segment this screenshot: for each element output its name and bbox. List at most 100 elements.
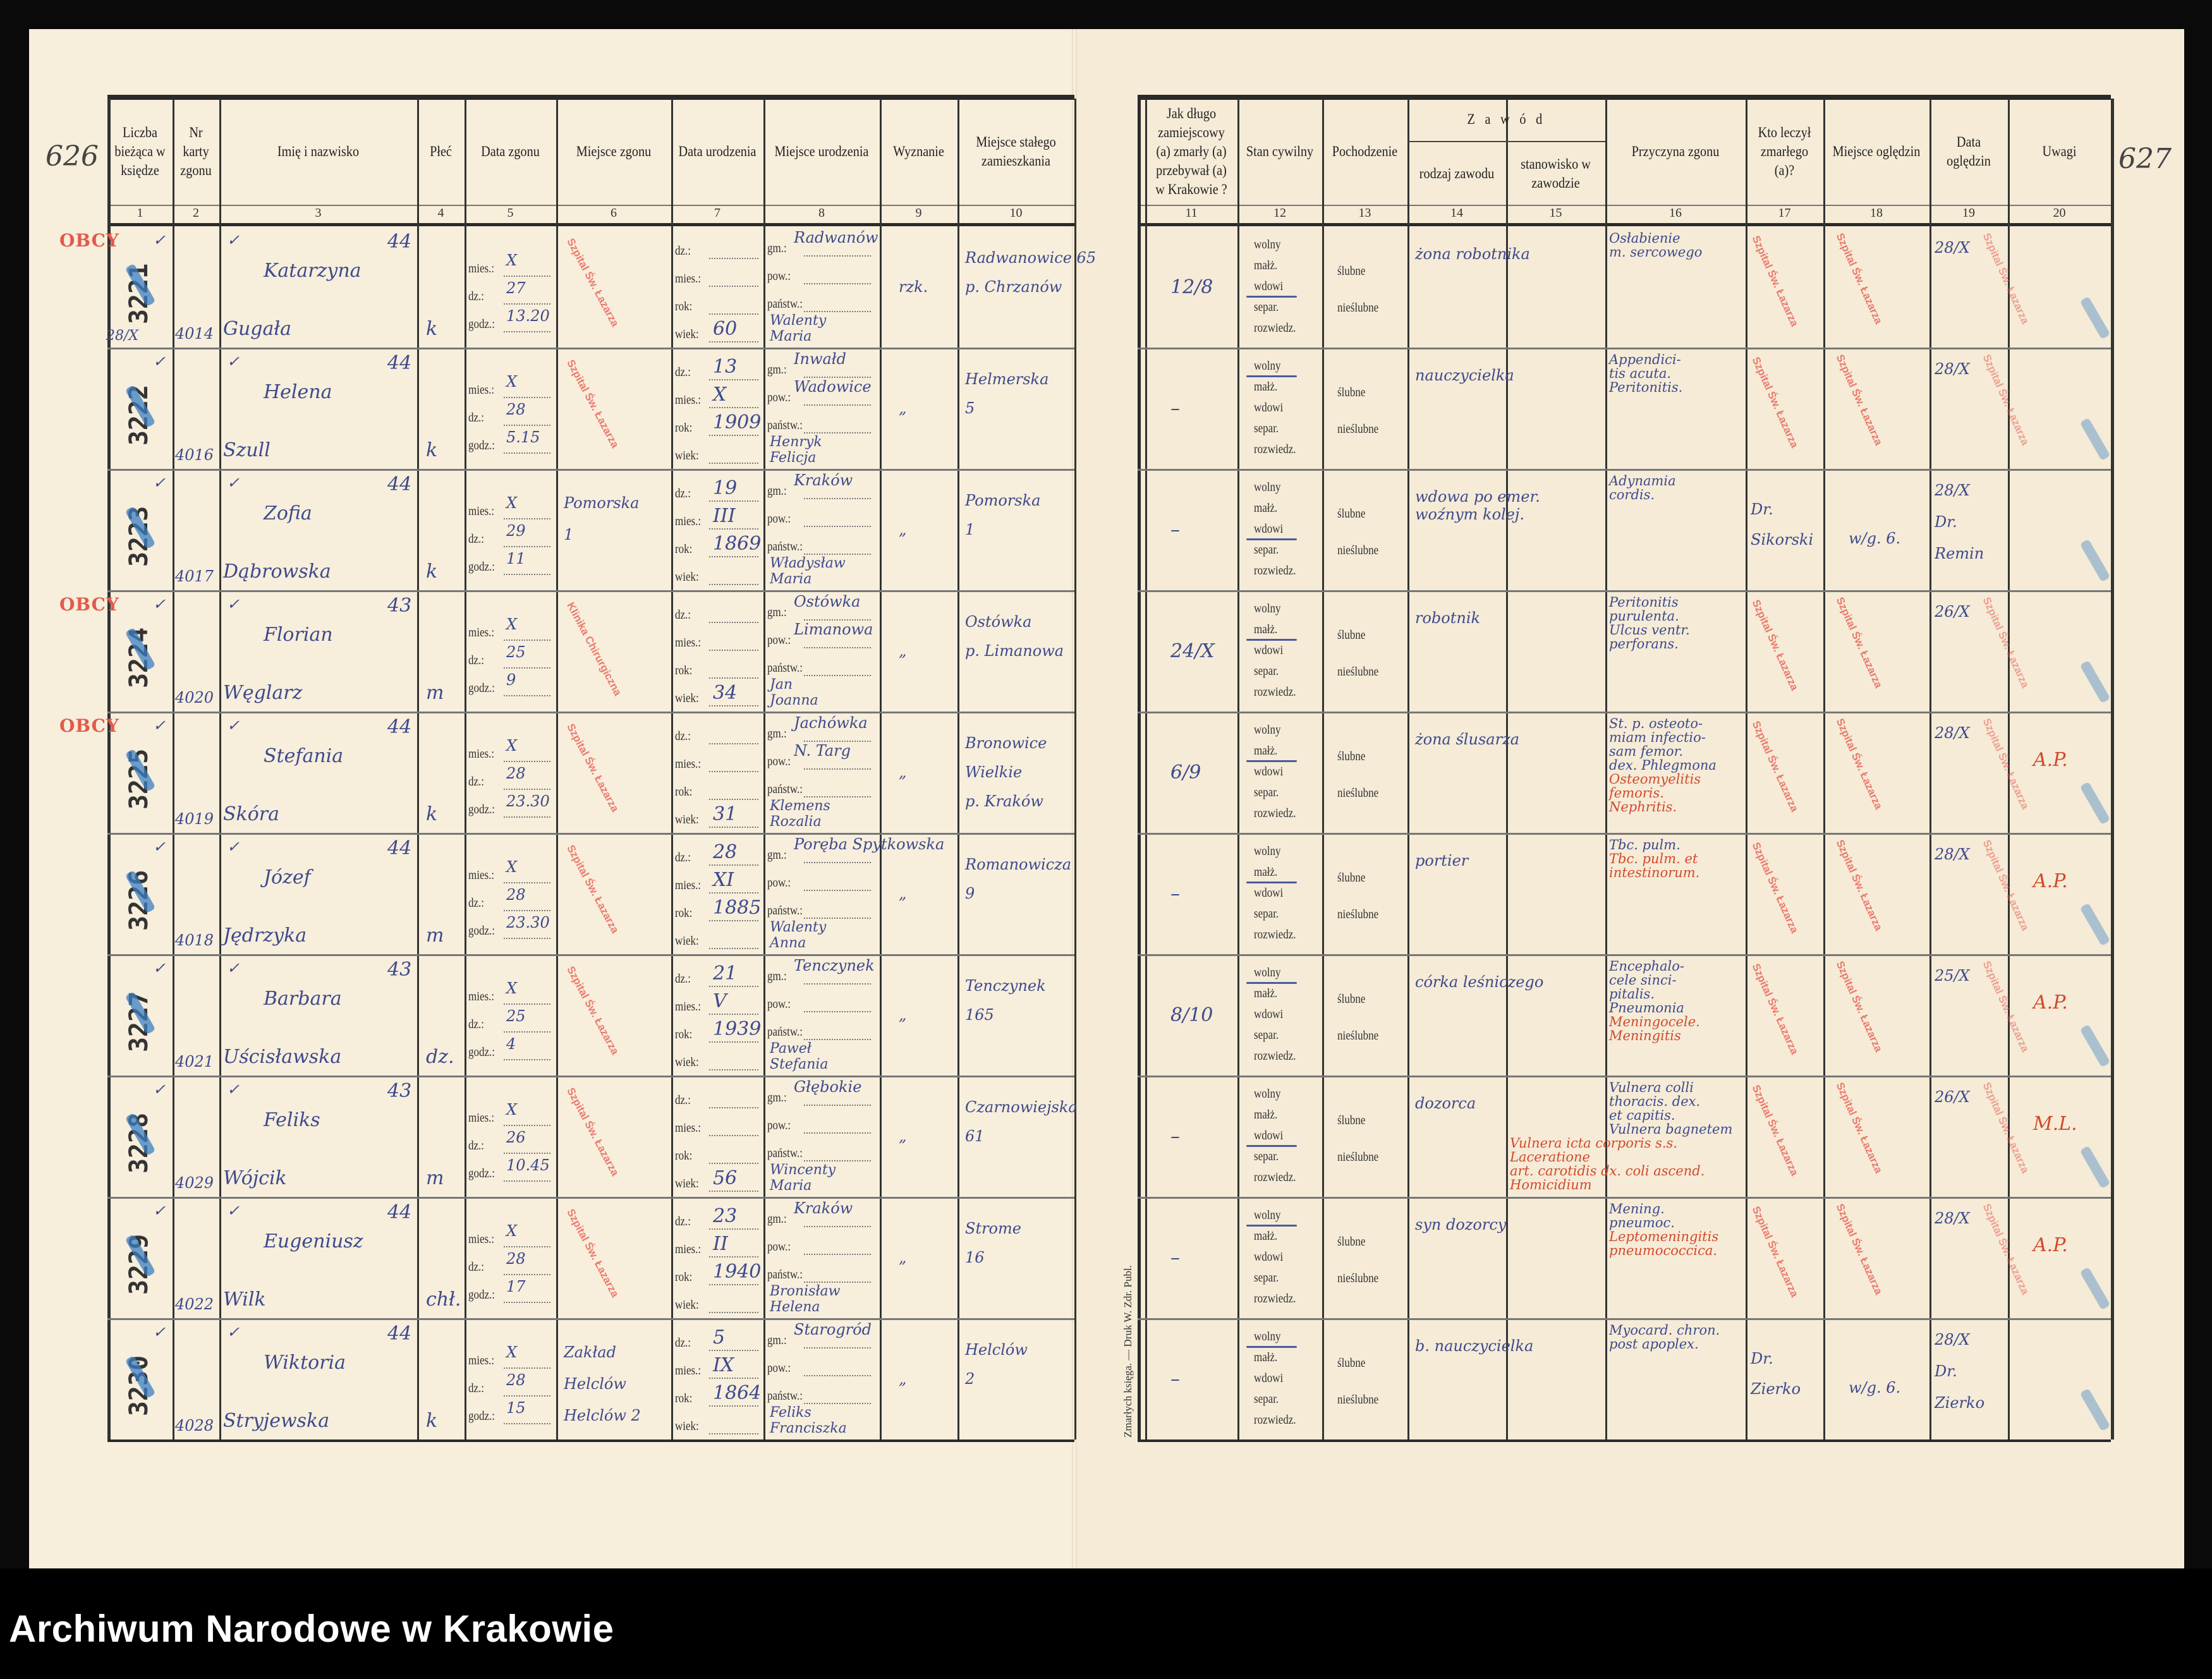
origin-option: ślubne <box>1337 1235 1366 1249</box>
birth-date-label: rok: <box>675 1027 693 1041</box>
column-divider <box>1605 99 1607 1440</box>
death-date-label: mies.: <box>468 747 495 761</box>
birth-date-label: rok: <box>675 785 693 799</box>
death-date-label: mies.: <box>468 990 495 1003</box>
age-mark: 44 <box>387 473 412 495</box>
birthplace-label: państw.: <box>767 782 803 796</box>
birthplace-label: pow.: <box>767 997 791 1011</box>
residence-line: Tenczynek <box>965 977 1046 995</box>
exam-date: 28/X <box>1935 1331 1970 1349</box>
civil-status-option: separ. <box>1254 300 1279 314</box>
cause-of-death-line: Ulcus ventr. <box>1609 622 1690 638</box>
civil-status-mark <box>1246 375 1297 377</box>
column-number: 14 <box>1450 206 1463 220</box>
right-page <box>1074 29 2184 1568</box>
civil-status-option: wolny <box>1254 359 1281 373</box>
parent-name: Rozalia <box>770 814 822 830</box>
death-date-value: 23.30 <box>506 914 550 931</box>
occupation: b. nauczycielka <box>1415 1337 1534 1355</box>
death-date-label: godz.: <box>468 1288 495 1302</box>
column-header: Jak długo zamiejscowy (a) zmarły (a) prz… <box>1155 106 1227 197</box>
dotted-line <box>804 526 871 527</box>
religion: „ <box>899 399 907 417</box>
check-mark: ✓ <box>227 838 240 856</box>
civil-status-option: separ. <box>1254 1028 1279 1042</box>
death-date-value: 4 <box>506 1035 516 1053</box>
dotted-line <box>504 1125 550 1126</box>
cause-of-death-line: perforans. <box>1609 636 1679 652</box>
column-number: 1 <box>137 206 143 220</box>
dotted-line <box>804 377 871 378</box>
column-divider <box>1506 99 1508 1440</box>
civil-status-option: separ. <box>1254 1149 1279 1163</box>
cause-correction-line: Vulnera icta corporis s.s. Laceratione <box>1510 1136 1678 1165</box>
residence-line: 2 <box>965 1370 975 1388</box>
row-divider <box>1138 348 2111 349</box>
column-header: rodzaj zawodu <box>1419 165 1495 181</box>
column-divider <box>2111 99 2114 1440</box>
left-page-number: 626 <box>46 140 99 173</box>
origin-option: ślubne <box>1337 1113 1366 1127</box>
birth-date-label: wiek: <box>675 691 699 705</box>
cause-of-death-block: Mening. pneumoc. Leptomeningitis pneumococc… <box>1510 1202 1741 1258</box>
birth-date-value: XI <box>713 869 734 891</box>
residence-line: 5 <box>965 399 975 417</box>
death-date-value: 11 <box>506 550 526 567</box>
cause-correction-line: art. carotidis dx. coli ascend. <box>1510 1163 1705 1179</box>
residence-line: p. Limanowa <box>965 642 1064 660</box>
first-name: Katarzyna <box>264 260 362 282</box>
row-divider <box>107 954 1074 956</box>
origin-option: ślubne <box>1337 507 1366 521</box>
civil-status-option: wolny <box>1254 1208 1281 1222</box>
civil-status-option: małż. <box>1254 744 1278 758</box>
row-divider <box>1138 1076 2111 1077</box>
row-divider <box>107 590 1074 592</box>
dotted-line <box>804 1403 871 1404</box>
column-number: 9 <box>915 206 922 220</box>
death-date-value: 15 <box>506 1399 526 1417</box>
age-mark: 44 <box>387 716 412 738</box>
death-date-label: godz.: <box>468 1409 495 1423</box>
death-date-label: godz.: <box>468 439 495 452</box>
death-date-value: 27 <box>506 279 526 297</box>
zawod-header: Z a w ó d <box>1467 111 1546 127</box>
printer-note: Zmarłych księga. — Druk W. Zdr. Publ. <box>1122 1265 1134 1438</box>
row-divider <box>107 1076 1074 1077</box>
parent-name: Klemens <box>770 798 830 814</box>
birthplace-label: pow.: <box>767 269 791 283</box>
obcy-stamp: OBCY <box>59 594 119 615</box>
exam-date: 28/X <box>1935 846 1970 863</box>
birthplace-value: Ostówka <box>794 593 861 610</box>
exam-place: w/g. 6. <box>1849 1379 1901 1397</box>
cause-of-death-line: Appendici- <box>1609 352 1681 367</box>
birthplace-label: pow.: <box>767 512 791 526</box>
check-mark: ✓ <box>227 1202 240 1220</box>
birth-date-value: 1940 <box>713 1261 762 1283</box>
parent-name: Anna <box>770 935 806 951</box>
birth-date-label: wiek: <box>675 449 699 463</box>
cause-of-death-line: Myocard. chron. <box>1609 1323 1720 1338</box>
death-date-value: 28 <box>506 886 526 904</box>
birth-date-label: mies.: <box>675 1364 702 1378</box>
sex: m <box>426 682 444 704</box>
column-number: 13 <box>1358 206 1371 220</box>
civil-status-option: wdowi <box>1254 401 1284 415</box>
check-mark: ✓ <box>153 1081 166 1098</box>
column-number: 16 <box>1669 206 1682 220</box>
death-date-label: dz.: <box>468 1260 485 1274</box>
sex: k <box>426 439 438 461</box>
column-number: 10 <box>1009 206 1023 220</box>
death-date-value: 25 <box>506 1007 526 1025</box>
card-number: 4019 <box>175 810 214 828</box>
cause-correction-line: Meningocele. Meningitis <box>1609 1014 1700 1043</box>
exam-date: Dr. <box>1935 513 1957 531</box>
row-divider <box>1138 469 2111 471</box>
dotted-line <box>804 554 871 555</box>
column-divider <box>880 99 882 1440</box>
residence-line: 1 <box>965 521 975 538</box>
cause-of-death-line: cordis. <box>1609 487 1655 502</box>
birthplace-label: państw.: <box>767 1268 803 1282</box>
check-mark: ✓ <box>227 1081 240 1098</box>
dotted-line <box>709 500 758 502</box>
religion: „ <box>899 1127 907 1145</box>
